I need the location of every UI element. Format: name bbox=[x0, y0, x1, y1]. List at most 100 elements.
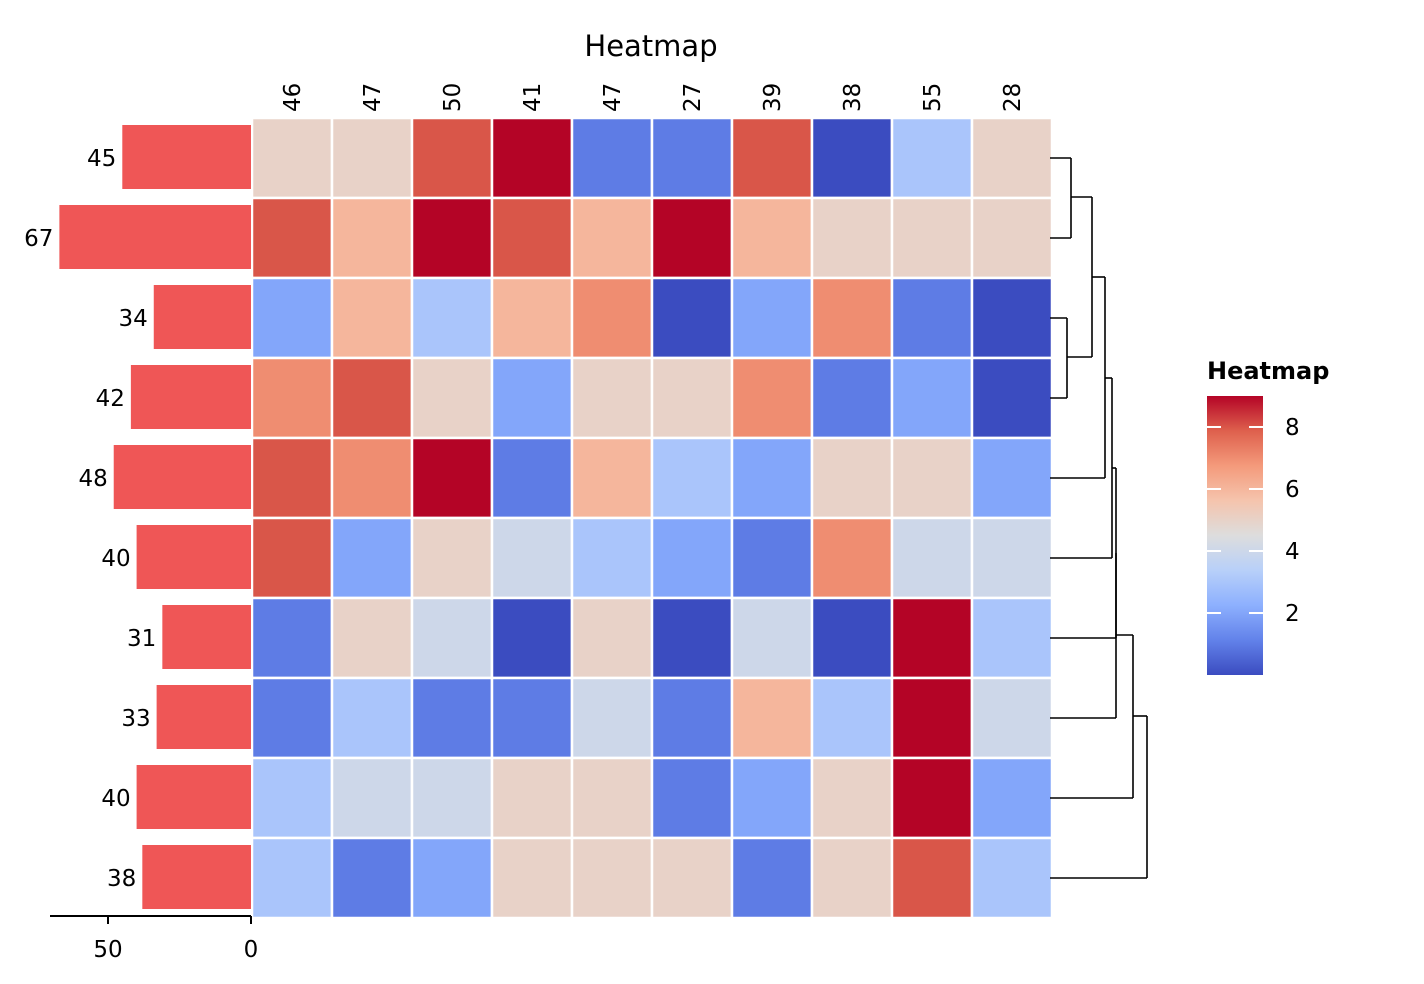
heatmap-cell bbox=[970, 516, 1054, 600]
heatmap-cell bbox=[970, 196, 1054, 280]
heatmap-cell bbox=[810, 196, 894, 280]
heatmap-cells bbox=[250, 116, 1054, 920]
heatmap-cell bbox=[650, 756, 734, 840]
heatmap-cell bbox=[250, 836, 334, 920]
row-label: 42 bbox=[96, 386, 125, 412]
heatmap-cell bbox=[410, 356, 494, 440]
heatmap-cell bbox=[570, 276, 654, 360]
heatmap-cell bbox=[890, 596, 974, 680]
heatmap-cell bbox=[890, 436, 974, 520]
heatmap-cell bbox=[410, 516, 494, 600]
column-label: 50 bbox=[440, 83, 466, 112]
heatmap-cell bbox=[330, 516, 414, 600]
row-label: 67 bbox=[24, 226, 53, 252]
heatmap-cell bbox=[650, 436, 734, 520]
heatmap-cell bbox=[890, 196, 974, 280]
heatmap-cell bbox=[730, 356, 814, 440]
row-label: 48 bbox=[78, 466, 107, 492]
row-dendrogram bbox=[1050, 157, 1148, 879]
heatmap-cell bbox=[570, 196, 654, 280]
heatmap-cell bbox=[330, 596, 414, 680]
row-bar bbox=[122, 125, 251, 189]
heatmap-cell bbox=[490, 836, 574, 920]
column-label: 46 bbox=[280, 83, 306, 112]
heatmap-cell bbox=[570, 676, 654, 760]
heatmap-cell bbox=[250, 436, 334, 520]
heatmap-cell bbox=[730, 596, 814, 680]
heatmap-cell bbox=[650, 676, 734, 760]
heatmap-cell bbox=[970, 436, 1054, 520]
heatmap-cell bbox=[250, 116, 334, 200]
row-label: 38 bbox=[107, 866, 136, 892]
heatmap-cell bbox=[330, 436, 414, 520]
heatmap-cell bbox=[330, 676, 414, 760]
heatmap-cell bbox=[570, 836, 654, 920]
heatmap-cell bbox=[250, 196, 334, 280]
heatmap-cell bbox=[650, 116, 734, 200]
heatmap-cell bbox=[730, 276, 814, 360]
row-label: 34 bbox=[118, 306, 147, 332]
heatmap-cell bbox=[570, 756, 654, 840]
row-bar bbox=[113, 445, 251, 509]
column-label: 47 bbox=[600, 83, 626, 112]
heatmap-cell bbox=[490, 436, 574, 520]
heatmap-cell bbox=[730, 836, 814, 920]
heatmap-cell bbox=[810, 276, 894, 360]
heatmap-cell bbox=[410, 676, 494, 760]
heatmap-cell bbox=[410, 196, 494, 280]
heatmap-cell bbox=[490, 516, 574, 600]
heatmap-cell bbox=[970, 756, 1054, 840]
row-bar bbox=[153, 285, 251, 349]
heatmap-cell bbox=[890, 356, 974, 440]
heatmap-cell bbox=[970, 676, 1054, 760]
column-label: 41 bbox=[520, 83, 546, 112]
heatmap-cell bbox=[890, 836, 974, 920]
colorbar-tick-label: 6 bbox=[1285, 477, 1300, 503]
colorbar-legend: Heatmap 2 4 6 8 bbox=[1207, 357, 1329, 675]
row-label: 45 bbox=[87, 146, 116, 172]
heatmap-cell bbox=[330, 116, 414, 200]
heatmap-cell bbox=[330, 196, 414, 280]
heatmap-cell bbox=[250, 676, 334, 760]
heatmap-cell bbox=[490, 276, 574, 360]
heatmap-cell bbox=[810, 356, 894, 440]
bar-axis: 50 0 bbox=[50, 915, 259, 963]
heatmap-cell bbox=[490, 116, 574, 200]
heatmap-cell bbox=[810, 756, 894, 840]
heatmap-cell bbox=[330, 836, 414, 920]
heatmap-cell bbox=[650, 516, 734, 600]
heatmap-cell bbox=[890, 116, 974, 200]
heatmap-cell bbox=[890, 516, 974, 600]
heatmap-cell bbox=[250, 756, 334, 840]
row-bar-annotation bbox=[59, 125, 251, 909]
heatmap-cell bbox=[650, 836, 734, 920]
row-label: 40 bbox=[101, 786, 130, 812]
heatmap-cell bbox=[890, 276, 974, 360]
heatmap-cell bbox=[890, 756, 974, 840]
heatmap-cell bbox=[730, 436, 814, 520]
row-bar bbox=[59, 205, 251, 269]
heatmap-cell bbox=[250, 596, 334, 680]
colorbar-tick-label: 4 bbox=[1285, 539, 1300, 565]
heatmap-cell bbox=[810, 516, 894, 600]
heatmap-cell bbox=[410, 596, 494, 680]
column-label: 55 bbox=[920, 83, 946, 112]
colorbar-tick-label: 2 bbox=[1285, 601, 1300, 627]
row-labels: 45 67 34 42 48 40 31 33 40 38 bbox=[24, 146, 156, 892]
heatmap-cell bbox=[410, 836, 494, 920]
heatmap-cell bbox=[490, 756, 574, 840]
heatmap-cell bbox=[890, 676, 974, 760]
bar-axis-tick-label: 0 bbox=[244, 937, 259, 963]
colorbar bbox=[1207, 396, 1263, 675]
heatmap-cell bbox=[330, 276, 414, 360]
row-bar bbox=[162, 605, 251, 669]
column-label: 27 bbox=[680, 83, 706, 112]
heatmap-cell bbox=[810, 436, 894, 520]
heatmap-cell bbox=[970, 276, 1054, 360]
heatmap-cell bbox=[250, 516, 334, 600]
row-label: 33 bbox=[121, 706, 150, 732]
heatmap-cell bbox=[970, 116, 1054, 200]
column-label: 38 bbox=[840, 83, 866, 112]
heatmap-cell bbox=[410, 116, 494, 200]
